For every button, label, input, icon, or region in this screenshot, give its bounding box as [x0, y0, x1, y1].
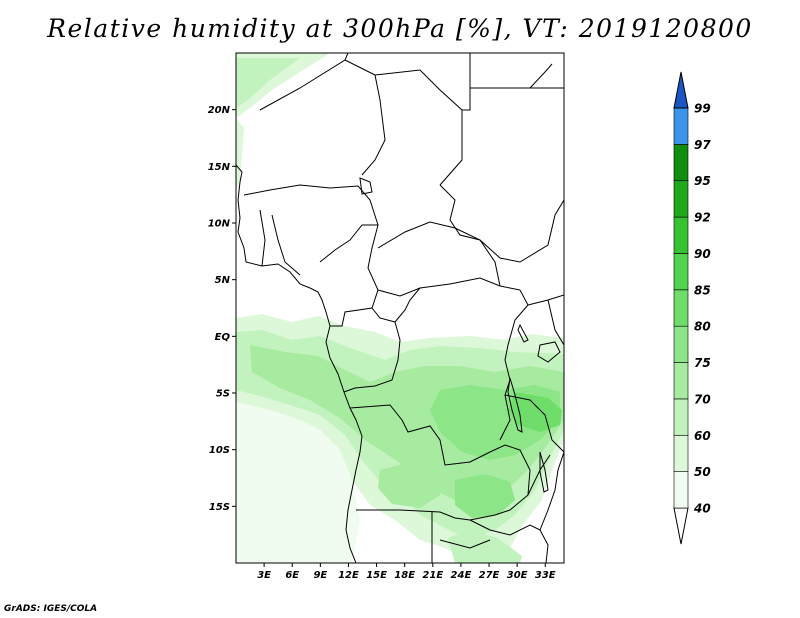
colorbar-segment [673, 180, 689, 218]
colorbar-label: 70 [694, 392, 711, 406]
software-credit: GrADS: IGES/COLA [4, 604, 98, 614]
colorbar-segment [673, 434, 689, 472]
border-tanzania [504, 394, 564, 453]
lat-tick-label: 5N [215, 275, 231, 286]
colorbar-label: 60 [694, 429, 711, 443]
lat-tick-label: 10N [208, 219, 231, 230]
lon-tick-label: 30E [507, 570, 528, 581]
lon-tick-label: 12E [338, 570, 359, 581]
border-sahara-2 [344, 59, 386, 176]
border-cameroon [319, 224, 379, 327]
lat-tick-label: 5S [216, 389, 230, 400]
colorbar-segment [673, 362, 689, 400]
longitude-axis: 3E 6E 9E 12E 15E 18E 21E 24E 27E 30E 33E [257, 563, 556, 581]
border-nigeria [271, 214, 301, 276]
lat-tick-label: 20N [208, 105, 231, 116]
colorbar-segment [673, 107, 689, 145]
humidity-area-northwest-band-inner [236, 58, 300, 108]
border-chad-car [377, 221, 501, 287]
humidity-area-west-coast [236, 118, 244, 190]
lat-tick-label: EQ [215, 332, 231, 343]
colorbar-label: 50 [694, 465, 711, 479]
colorbar-label: 90 [694, 247, 711, 261]
coastline-east-africa [539, 451, 564, 563]
lon-tick-label: 24E [451, 570, 472, 581]
latitude-axis: 20N 15N 10N 5N EQ 5S 10S 15S [208, 105, 236, 513]
colorbar-label: 99 [694, 102, 711, 116]
lon-tick-label: 6E [285, 570, 299, 581]
coast-red-sea [529, 63, 553, 89]
colorbar-segment [673, 253, 689, 291]
humidity-shading [236, 53, 564, 563]
colorbar-segment [673, 398, 689, 436]
humidity-area-east-strong [508, 392, 562, 432]
colorbar-label: 80 [694, 320, 711, 334]
border-zambia [469, 444, 531, 521]
lake-chad [359, 177, 373, 195]
border-sahara-1 [259, 53, 349, 111]
map-frame [235, 52, 565, 564]
colorbar-label: 97 [694, 138, 711, 152]
lon-tick-label: 18E [394, 570, 415, 581]
lon-tick-label: 3E [257, 570, 271, 581]
humidity-area-southern-angola [378, 462, 440, 508]
humidity-area-equatorial-core [250, 345, 564, 505]
border-drc-east [499, 289, 529, 441]
border-congo-1 [371, 287, 421, 323]
colorbar-bottom-tip [673, 507, 689, 545]
border-zimbabwe [469, 519, 541, 536]
border-sahara-3 [374, 69, 463, 186]
humidity-area-south-mozambique [448, 530, 522, 563]
border-southern-1 [439, 539, 491, 549]
colorbar: 40 50 60 70 75 80 85 90 92 95 97 99 [673, 71, 711, 545]
colorbar-label: 95 [694, 174, 711, 188]
colorbar-segment [673, 216, 689, 254]
lon-tick-label: 21E [422, 570, 443, 581]
border-sahel-2 [259, 209, 266, 267]
lon-tick-label: 9E [313, 570, 327, 581]
boundaries [236, 53, 564, 563]
colorbar-segment [673, 325, 689, 363]
lake-malawi [539, 451, 549, 493]
lon-tick-label: 33E [535, 570, 556, 581]
lake-tanganyika [507, 377, 523, 433]
lat-tick-label: 15S [209, 502, 230, 513]
lat-tick-label: 10S [209, 445, 230, 456]
border-congo-2 [343, 321, 401, 393]
border-sudan [439, 184, 564, 263]
coastline-africa [236, 164, 363, 563]
lake-victoria [537, 341, 561, 363]
border-libya-egypt [462, 53, 471, 111]
colorbar-segment [673, 144, 689, 182]
humidity-area-southern-zambia [455, 474, 515, 518]
border-sahel-1 [243, 184, 379, 226]
colorbar-top-tip [673, 71, 689, 109]
border-drc-angola [349, 404, 491, 466]
humidity-area-west-offshore [236, 402, 360, 563]
border-uganda-kenya [547, 299, 564, 346]
lake-albert [517, 323, 529, 343]
colorbar-segment [673, 471, 689, 509]
colorbar-label: 75 [694, 356, 711, 370]
lat-tick-label: 15N [208, 162, 231, 173]
lon-tick-label: 27E [479, 570, 500, 581]
colorbar-label: 40 [693, 502, 711, 516]
colorbar-segment [673, 289, 689, 327]
map-panel [235, 52, 565, 564]
lon-tick-label: 15E [366, 570, 387, 581]
border-angola-namibia [356, 509, 471, 521]
colorbar-label: 85 [694, 283, 711, 297]
colorbar-label: 92 [694, 211, 711, 225]
chart-title: Relative humidity at 300hPa [%], VT: 201… [47, 14, 753, 43]
